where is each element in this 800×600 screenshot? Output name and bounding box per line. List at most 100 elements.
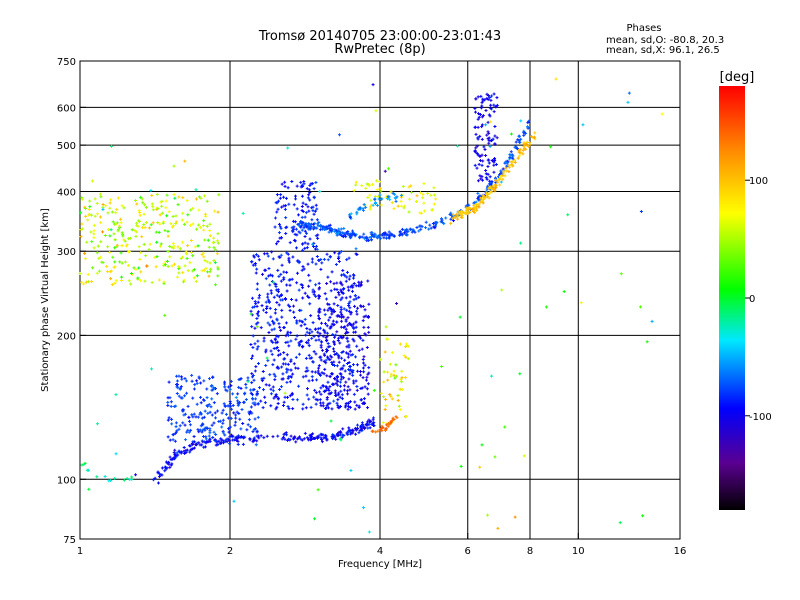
data-point [163, 263, 167, 267]
data-point [80, 463, 84, 467]
data-point [360, 347, 364, 351]
data-point [220, 438, 224, 442]
data-point [307, 188, 311, 192]
data-point [101, 207, 105, 211]
data-point [279, 226, 283, 230]
data-point [304, 374, 308, 378]
data-point [265, 305, 269, 309]
data-point [140, 197, 144, 201]
data-point [294, 298, 298, 302]
data-point [477, 202, 481, 206]
data-point [216, 274, 220, 278]
data-point [480, 123, 484, 127]
data-point [202, 427, 206, 431]
data-point [439, 220, 443, 224]
data-point [324, 358, 328, 362]
data-point [277, 349, 281, 353]
data-point [267, 274, 271, 278]
data-point [256, 314, 260, 318]
data-point [111, 220, 115, 224]
data-point [385, 423, 389, 427]
data-point [310, 370, 314, 374]
x-tick-label: 8 [527, 546, 533, 557]
data-point [404, 342, 408, 346]
data-point [331, 347, 335, 351]
data-point [255, 439, 259, 443]
data-point [254, 271, 258, 275]
data-point [317, 281, 321, 285]
x-tick-label: 16 [674, 546, 687, 557]
data-point [323, 292, 327, 296]
data-point [329, 372, 333, 376]
data-point [326, 258, 330, 262]
data-point [395, 301, 399, 305]
data-point [339, 288, 343, 292]
data-point [208, 222, 212, 226]
data-point [326, 345, 330, 349]
data-point [184, 250, 188, 254]
data-point [301, 209, 305, 213]
data-point [276, 288, 280, 292]
data-point [151, 208, 155, 212]
data-point [275, 293, 279, 297]
data-point [310, 257, 314, 261]
data-point [383, 429, 387, 433]
data-point [338, 133, 342, 137]
data-point [336, 432, 340, 436]
data-point [351, 337, 355, 341]
data-point [317, 364, 321, 368]
data-point [291, 255, 295, 259]
data-point [486, 130, 490, 134]
data-point [163, 469, 167, 473]
data-point [355, 312, 359, 316]
data-point [334, 333, 338, 337]
data-point [249, 343, 253, 347]
data-point [371, 83, 375, 87]
data-point [251, 334, 255, 338]
data-point [320, 437, 324, 441]
data-point [295, 207, 299, 211]
data-point [407, 210, 411, 214]
data-point [468, 210, 472, 214]
data-point [332, 282, 336, 286]
data-point [286, 395, 290, 399]
data-point [319, 436, 323, 440]
data-point [366, 195, 370, 199]
data-point [151, 478, 155, 482]
data-point [215, 392, 219, 396]
data-point [319, 392, 323, 396]
data-point [355, 384, 359, 388]
data-point [340, 315, 344, 319]
data-point [173, 439, 177, 443]
data-point [134, 473, 138, 477]
data-point [305, 393, 309, 397]
data-point [487, 186, 491, 190]
data-point [325, 349, 329, 353]
data-point [424, 220, 428, 224]
data-point [175, 392, 179, 396]
data-point [285, 370, 289, 374]
data-point [197, 208, 201, 212]
data-point [313, 388, 317, 392]
data-point [221, 408, 225, 412]
data-point [205, 396, 209, 400]
data-point [492, 103, 496, 107]
data-point [250, 325, 254, 329]
data-point [303, 322, 307, 326]
data-point [280, 315, 284, 319]
data-point [277, 199, 281, 203]
data-point [200, 430, 204, 434]
data-point [277, 295, 281, 299]
data-point [303, 241, 307, 245]
data-point [276, 268, 280, 272]
data-point [90, 240, 94, 244]
data-point [157, 278, 161, 282]
data-point [262, 339, 266, 343]
data-point [175, 451, 179, 455]
data-point [150, 281, 154, 285]
data-point [262, 436, 266, 440]
data-point [271, 363, 275, 367]
data-point [113, 238, 117, 242]
data-point [187, 415, 191, 419]
data-point [279, 272, 283, 276]
